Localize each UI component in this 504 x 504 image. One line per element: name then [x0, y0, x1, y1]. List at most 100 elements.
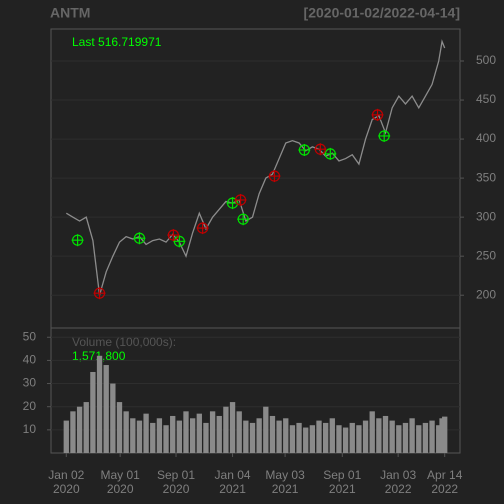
volume-bar — [269, 415, 276, 453]
volume-bar — [243, 420, 249, 453]
volume-bar — [402, 422, 409, 453]
y-tick-label: 400 — [476, 131, 496, 145]
volume-bar — [349, 422, 355, 453]
volume-bar — [203, 422, 209, 453]
volume-bar — [116, 402, 123, 453]
volume-bar — [362, 420, 369, 453]
volume-bar — [309, 425, 316, 453]
signal-marker — [234, 193, 247, 206]
signal-marker — [324, 147, 337, 160]
volume-bar — [429, 420, 435, 453]
x-tick-label: Sep 01 2020 — [157, 468, 195, 496]
volume-bar — [263, 406, 269, 453]
volume-bar — [283, 418, 289, 453]
volume-bar — [163, 425, 169, 453]
y-tick-label: 500 — [476, 53, 496, 67]
volume-bar — [276, 420, 282, 453]
volume-bar — [439, 418, 445, 453]
signal-marker — [371, 108, 384, 121]
volume-bar — [63, 420, 69, 453]
volume-bar — [323, 422, 329, 453]
volume-bar — [96, 355, 103, 453]
volume-bar — [249, 422, 256, 453]
volume-bar — [156, 418, 163, 453]
signal-marker — [71, 234, 84, 247]
volume-bar — [183, 411, 189, 453]
volume-bar — [170, 415, 176, 453]
volume-bar — [422, 422, 429, 453]
y-tick-label: 200 — [476, 287, 496, 301]
x-tick-label: Jan 03 2022 — [380, 468, 416, 496]
y-tick-label: 450 — [476, 92, 496, 106]
volume-bar — [382, 415, 389, 453]
price-line — [65, 39, 446, 296]
volume-bar — [216, 415, 222, 453]
signal-marker — [314, 143, 327, 156]
last-label: Last 516.719971 — [72, 35, 162, 49]
volume-bar — [123, 411, 129, 453]
volume-bar — [90, 371, 96, 453]
volume-bar — [329, 418, 335, 453]
volume-bar — [229, 402, 236, 453]
x-tick-label: May 03 2021 — [265, 468, 305, 496]
volume-bar — [296, 422, 302, 453]
y-tick-label: 250 — [476, 248, 496, 262]
signal-marker — [268, 170, 281, 183]
chart-title: ANTM — [50, 5, 90, 21]
volume-bar — [303, 427, 309, 453]
y-tick-label: 300 — [476, 209, 496, 223]
volume-bar — [376, 418, 382, 453]
y-tick-label: 10 — [23, 422, 37, 436]
y-tick-label: 50 — [23, 329, 37, 343]
volume-bar — [189, 418, 196, 453]
signal-marker — [93, 287, 106, 300]
signal-marker — [196, 222, 209, 235]
volume-bar — [436, 425, 442, 453]
volume-bar — [70, 411, 76, 453]
volume-bar — [256, 418, 262, 453]
signal-marker — [173, 235, 186, 248]
volume-bar — [130, 418, 136, 453]
volume-bar — [223, 406, 229, 453]
volume-bar — [342, 427, 349, 453]
volume-bar — [83, 402, 89, 453]
signal-marker — [237, 213, 250, 226]
x-tick-label: Jan 04 2021 — [215, 468, 251, 496]
volume-bar — [136, 420, 143, 453]
chart-subtitle: [2020-01-02/2022-04-14] — [304, 5, 460, 21]
signal-marker — [378, 129, 391, 142]
volume-bar — [396, 425, 402, 453]
volume-bar — [176, 420, 183, 453]
volume-bar — [103, 365, 109, 453]
volume-bar — [209, 411, 216, 453]
volume-bar — [369, 411, 375, 453]
volume-bar — [196, 413, 202, 453]
volume-bar — [76, 406, 83, 453]
volume-bar — [289, 425, 296, 453]
volume-bar — [442, 416, 448, 453]
volume-bar — [236, 411, 242, 453]
y-tick-label: 30 — [23, 376, 37, 390]
y-tick-label: 40 — [23, 353, 37, 367]
volume-bar — [389, 420, 395, 453]
volume-bar — [316, 420, 322, 453]
x-tick-label: Apr 14 2022 — [427, 468, 463, 496]
volume-bar — [336, 425, 342, 453]
volume-bar — [150, 422, 156, 453]
y-tick-label: 20 — [23, 399, 37, 413]
volume-bar — [416, 425, 422, 453]
x-tick-label: Jan 02 2020 — [48, 468, 84, 496]
volume-bar — [409, 418, 415, 453]
volume-bar — [143, 413, 149, 453]
x-tick-label: Sep 01 2021 — [323, 468, 361, 496]
volume-label: Volume (100,000s): — [72, 335, 176, 349]
y-tick-label: 350 — [476, 170, 496, 184]
volume-bar — [110, 383, 116, 453]
signal-marker — [298, 144, 311, 157]
signal-marker — [167, 229, 180, 242]
volume-bar — [356, 425, 362, 453]
signal-marker — [133, 232, 146, 245]
x-tick-label: May 01 2020 — [100, 468, 140, 496]
